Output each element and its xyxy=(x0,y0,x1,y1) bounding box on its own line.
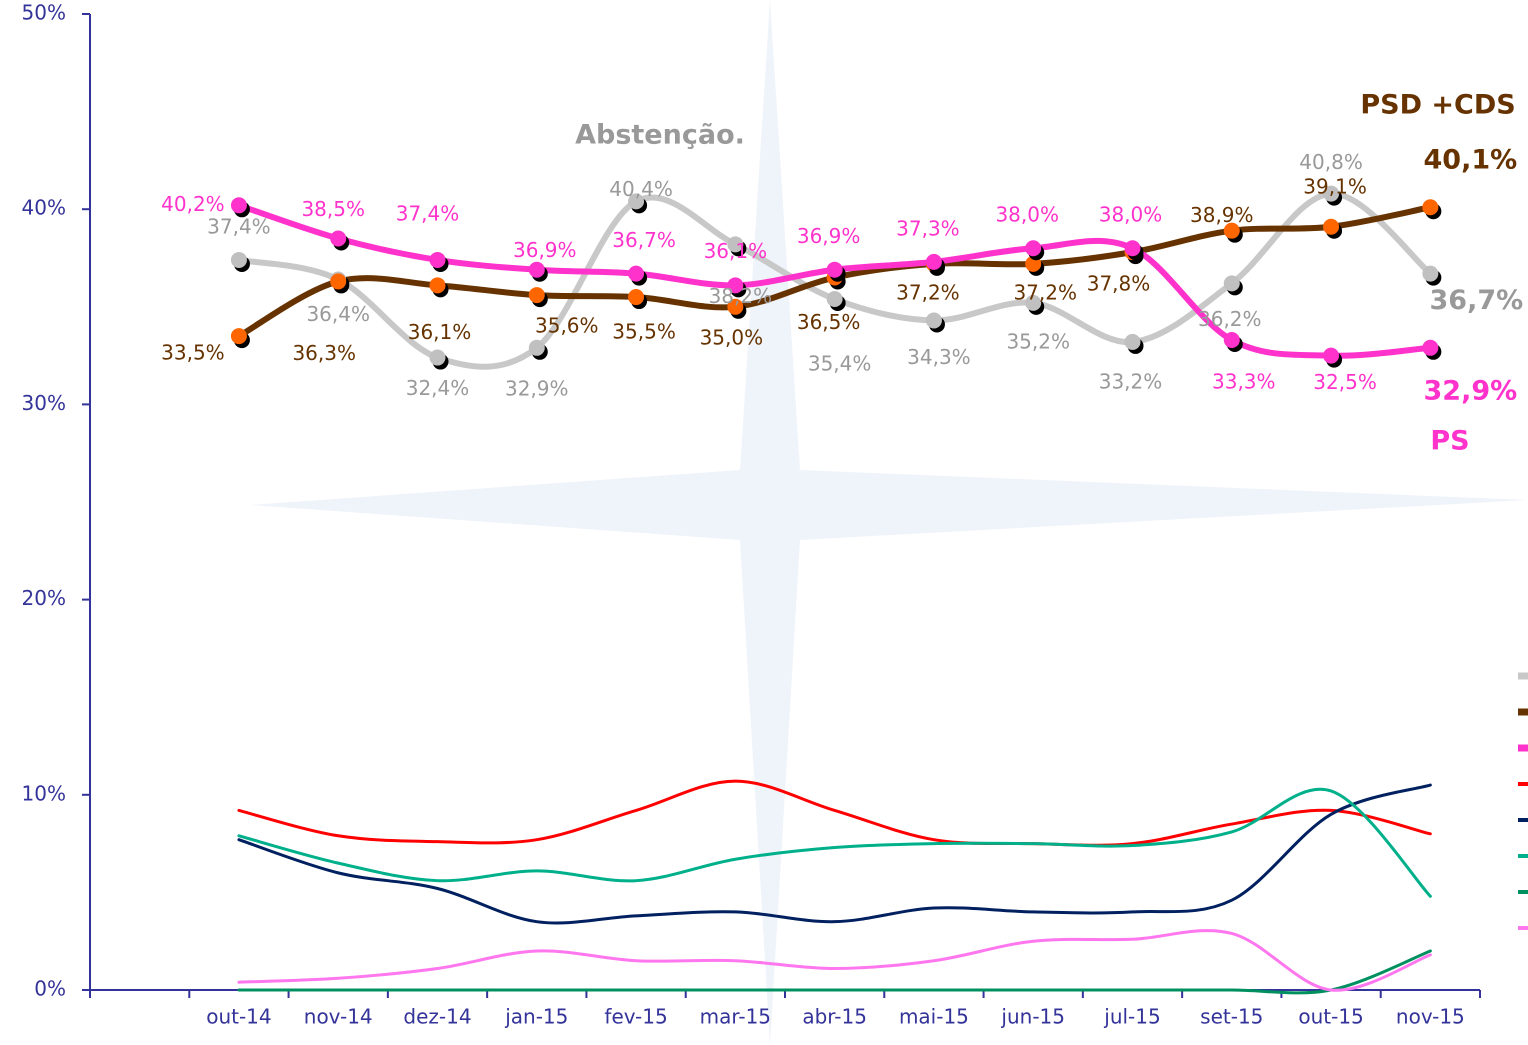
value-label: 35,5% xyxy=(612,320,676,344)
marker xyxy=(529,262,545,278)
marker xyxy=(1422,340,1438,356)
annotation: PS xyxy=(1430,426,1469,457)
end-label: 40,1% xyxy=(1424,145,1518,176)
value-label: 36,3% xyxy=(292,341,356,365)
value-label: 37,8% xyxy=(1087,272,1151,296)
y-tick-label: 50% xyxy=(22,1,66,25)
x-tick-label: mar-15 xyxy=(700,1005,771,1029)
end-label: 32,9% xyxy=(1424,375,1518,406)
value-label: 37,4% xyxy=(207,214,271,238)
x-tick-label: jul-15 xyxy=(1103,1005,1160,1029)
value-label: 37,3% xyxy=(896,216,960,240)
marker xyxy=(430,350,446,366)
marker xyxy=(330,273,346,289)
series-line xyxy=(239,785,1430,923)
marker xyxy=(1125,240,1141,256)
x-tick-label: jun-15 xyxy=(1000,1005,1065,1029)
value-label: 38,5% xyxy=(301,197,365,221)
y-tick-label: 40% xyxy=(22,196,66,220)
value-label: 32,9% xyxy=(505,376,569,400)
series-line xyxy=(239,931,1430,991)
value-label: 36,9% xyxy=(797,224,861,248)
x-tick-label: nov-14 xyxy=(304,1005,373,1029)
marker xyxy=(1323,348,1339,364)
marker xyxy=(1025,240,1041,256)
marker xyxy=(231,252,247,268)
marker xyxy=(529,340,545,356)
marker xyxy=(827,291,843,307)
y-tick-label: 30% xyxy=(22,391,66,415)
marker xyxy=(231,197,247,213)
chart: 0% 10% 20% 30% 40% 50% out-14 nov-14 dez-14 jan-1… xyxy=(0,0,1528,1045)
value-label: 33,3% xyxy=(1212,369,1276,393)
value-label: 37,2% xyxy=(896,280,960,304)
marker xyxy=(1323,219,1339,235)
value-label: 36,7% xyxy=(612,228,676,252)
marker xyxy=(430,252,446,268)
marker xyxy=(231,328,247,344)
value-label: 33,2% xyxy=(1099,369,1163,393)
value-label: 38,9% xyxy=(1190,203,1254,227)
value-label: 37,4% xyxy=(396,201,460,225)
x-tick-label: out-14 xyxy=(206,1005,271,1029)
value-label: 36,4% xyxy=(306,302,370,326)
value-label: 36,2% xyxy=(1198,307,1262,331)
y-tick-label: 0% xyxy=(34,977,66,1001)
x-tick-label: jan-15 xyxy=(504,1005,568,1029)
marker xyxy=(628,266,644,282)
marker xyxy=(926,312,942,328)
x-tick-label: dez-14 xyxy=(403,1005,471,1029)
end-label: 36,7% xyxy=(1430,285,1524,316)
value-label: 34,3% xyxy=(907,345,971,369)
marker xyxy=(827,262,843,278)
value-label: 40,8% xyxy=(1299,150,1363,174)
y-tick-label: 20% xyxy=(22,586,66,610)
marker xyxy=(1422,199,1438,215)
marker xyxy=(1224,275,1240,291)
value-label: 36,1% xyxy=(408,320,472,344)
value-label: 35,4% xyxy=(808,351,872,375)
series-line xyxy=(239,781,1430,845)
value-label: 40,4% xyxy=(609,177,673,201)
x-tick-label: fev-15 xyxy=(604,1005,667,1029)
value-label: 36,1% xyxy=(704,239,768,263)
marker xyxy=(1224,332,1240,348)
annotation: PSD +CDS xyxy=(1360,90,1515,121)
x-tick-label: mai-15 xyxy=(899,1005,969,1029)
value-label: 35,2% xyxy=(1006,329,1070,353)
marker xyxy=(926,254,942,270)
marker xyxy=(628,289,644,305)
value-label: 36,9% xyxy=(513,238,577,262)
value-label: 40,2% xyxy=(161,192,225,216)
value-label: 37,2% xyxy=(1013,280,1077,304)
value-label: 32,5% xyxy=(1313,370,1377,394)
value-label: 36,5% xyxy=(797,310,861,334)
marker xyxy=(330,230,346,246)
x-tick-label: nov-15 xyxy=(1396,1005,1465,1029)
marker xyxy=(430,277,446,293)
marker xyxy=(1125,334,1141,350)
value-label: 38,0% xyxy=(1099,203,1163,227)
x-tick-label: out-15 xyxy=(1298,1005,1363,1029)
value-label: 35,6% xyxy=(535,314,599,338)
value-label: 38,2% xyxy=(709,284,773,308)
value-label: 39,1% xyxy=(1303,174,1367,198)
value-label: 38,0% xyxy=(995,203,1059,227)
marker xyxy=(529,287,545,303)
marker xyxy=(1422,266,1438,282)
value-label: 35,0% xyxy=(700,325,764,349)
value-label: 32,4% xyxy=(406,376,470,400)
annotation: Abstenção. xyxy=(575,120,745,151)
value-label: 33,5% xyxy=(161,341,225,365)
x-tick-label: abr-15 xyxy=(802,1005,867,1029)
y-tick-label: 10% xyxy=(22,781,66,805)
x-tick-label: set-15 xyxy=(1200,1005,1263,1029)
